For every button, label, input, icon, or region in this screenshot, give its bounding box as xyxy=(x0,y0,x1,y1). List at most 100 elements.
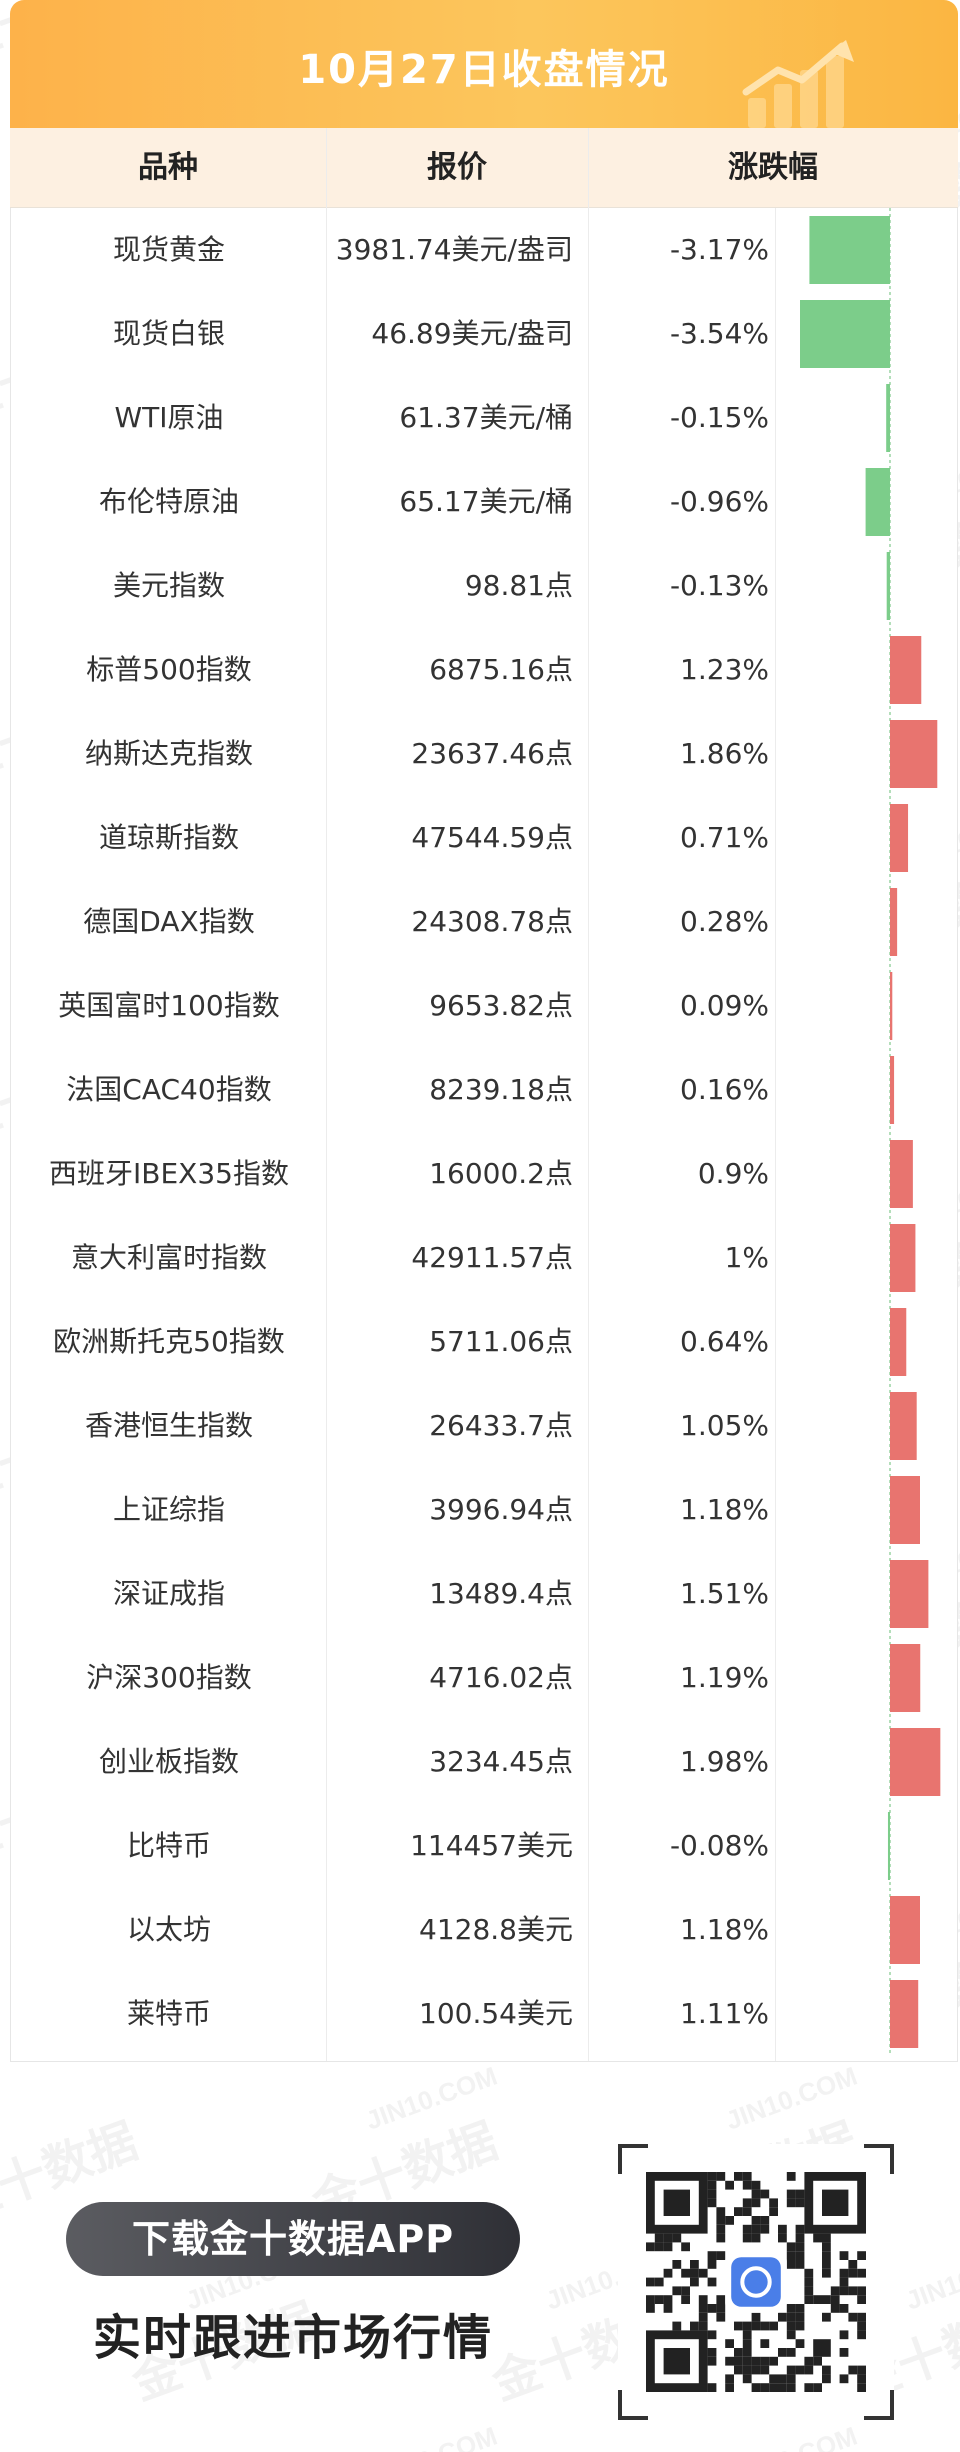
qr-module xyxy=(716,2312,726,2322)
qr-module xyxy=(786,2198,796,2208)
instrument-name: 法国CAC40指数 xyxy=(66,1073,272,1106)
qr-module xyxy=(857,2383,866,2392)
instrument-name: 道琼斯指数 xyxy=(98,821,239,854)
qr-module xyxy=(822,2348,831,2357)
instrument-price: 23637.46点 xyxy=(411,737,573,770)
instrument-change: 1.51% xyxy=(680,1577,769,1610)
column-header-name: 品种 xyxy=(138,150,198,185)
qr-module xyxy=(804,2268,814,2278)
qr-module xyxy=(857,2312,866,2322)
qr-module xyxy=(778,2374,787,2384)
column-divider xyxy=(775,208,776,2062)
qr-module xyxy=(672,2233,682,2243)
qr-module xyxy=(707,2260,717,2269)
table-row: 香港恒生指数 26433.7点 1.05% xyxy=(11,1384,959,1468)
instrument-price: 4716.02点 xyxy=(429,1661,573,1694)
qr-corner-bracket xyxy=(618,2390,622,2420)
instrument-name: 沪深300指数 xyxy=(86,1661,252,1694)
instrument-price: 114457美元 xyxy=(410,1829,573,1862)
qr-module xyxy=(698,2321,708,2331)
instrument-change: -0.13% xyxy=(669,569,769,602)
instrument-name: 上证综指 xyxy=(112,1493,225,1526)
qr-module xyxy=(769,2321,778,2331)
qr-module xyxy=(698,2312,708,2322)
qr-module xyxy=(786,2251,796,2260)
instrument-price: 3234.45点 xyxy=(429,1745,573,1778)
instrument-change: 1.11% xyxy=(680,1997,769,2030)
qr-module xyxy=(795,2304,805,2313)
qr-module xyxy=(716,2172,726,2181)
qr-module xyxy=(742,2374,752,2384)
qr-module xyxy=(646,2277,655,2287)
table-row: 深证成指 13489.4点 1.51% xyxy=(11,1552,959,1636)
qr-corner-bracket xyxy=(864,2144,894,2148)
app-logo-ring xyxy=(740,2266,772,2298)
rising-chart-icon xyxy=(742,40,854,128)
qr-module xyxy=(734,2356,743,2366)
qr-module xyxy=(848,2365,858,2375)
table-row: 英国富时100指数 9653.82点 0.09% xyxy=(11,964,959,1048)
qr-module xyxy=(822,2251,831,2260)
download-app-button[interactable]: 下载金十数据APP xyxy=(66,2202,520,2276)
table-row: 现货黄金 3981.74美元/盎司 -3.17% xyxy=(11,208,959,292)
qr-module xyxy=(786,2348,796,2357)
qr-module xyxy=(813,2383,822,2392)
qr-module xyxy=(804,2383,814,2392)
qr-module xyxy=(795,2233,805,2243)
qr-module xyxy=(742,2198,752,2208)
qr-module xyxy=(839,2374,849,2384)
qr-module xyxy=(707,2172,717,2181)
qr-module xyxy=(734,2207,743,2216)
qr-module xyxy=(786,2172,796,2181)
qr-module xyxy=(742,2348,752,2357)
qr-module xyxy=(654,2233,664,2243)
table-row: 比特币 114457美元 -0.08% xyxy=(11,1804,959,1888)
qr-module xyxy=(751,2224,761,2234)
instrument-price: 3996.94点 xyxy=(429,1493,573,1526)
instrument-price: 46.89美元/盎司 xyxy=(371,317,573,350)
qr-module xyxy=(742,2339,752,2348)
qr-module xyxy=(725,2383,734,2392)
qr-module xyxy=(742,2365,752,2375)
instrument-name: 比特币 xyxy=(126,1829,211,1862)
instrument-price: 98.81点 xyxy=(464,569,573,602)
qr-module xyxy=(795,2339,805,2348)
qr-module xyxy=(751,2189,761,2199)
app-promo: 下载金十数据APP 实时跟进市场行情 xyxy=(0,2062,960,2452)
table-row: 现货白银 46.89美元/盎司 -3.54% xyxy=(11,292,959,376)
instrument-price: 61.37美元/桶 xyxy=(399,401,573,434)
qr-code[interactable] xyxy=(618,2144,894,2420)
qr-module xyxy=(795,2189,805,2199)
qr-module xyxy=(707,2383,717,2392)
qr-corner-bracket xyxy=(890,2144,894,2174)
qr-module xyxy=(716,2216,726,2225)
qr-module xyxy=(778,2312,787,2322)
table-row: 道琼斯指数 47544.59点 0.71% xyxy=(11,796,959,880)
qr-module xyxy=(857,2374,866,2384)
qr-module xyxy=(707,2180,717,2190)
qr-module xyxy=(725,2356,734,2366)
qr-module xyxy=(804,2365,814,2375)
qr-module xyxy=(769,2356,778,2366)
table-row: 德国DAX指数 24308.78点 0.28% xyxy=(11,880,959,964)
qr-module xyxy=(672,2321,682,2331)
table-row: 布伦特原油 65.17美元/桶 -0.96% xyxy=(11,460,959,544)
qr-module xyxy=(690,2268,699,2278)
instrument-name: 香港恒生指数 xyxy=(84,1409,253,1442)
instrument-price: 3981.74美元/盎司 xyxy=(335,233,573,266)
qr-module xyxy=(769,2383,778,2392)
qr-module xyxy=(822,2233,831,2243)
qr-module xyxy=(786,2330,796,2340)
qr-module xyxy=(848,2312,858,2322)
qr-module xyxy=(742,2207,752,2216)
qr-module xyxy=(681,2295,690,2304)
qr-module xyxy=(734,2172,743,2181)
qr-module xyxy=(707,2304,717,2313)
qr-module xyxy=(769,2198,778,2208)
instrument-change: -3.54% xyxy=(669,317,769,350)
app-logo-icon xyxy=(731,2257,781,2307)
qr-module xyxy=(690,2321,699,2331)
qr-module xyxy=(725,2180,734,2190)
qr-module xyxy=(751,2365,761,2375)
promo-slogan: 实时跟进市场行情 xyxy=(92,2310,493,2366)
